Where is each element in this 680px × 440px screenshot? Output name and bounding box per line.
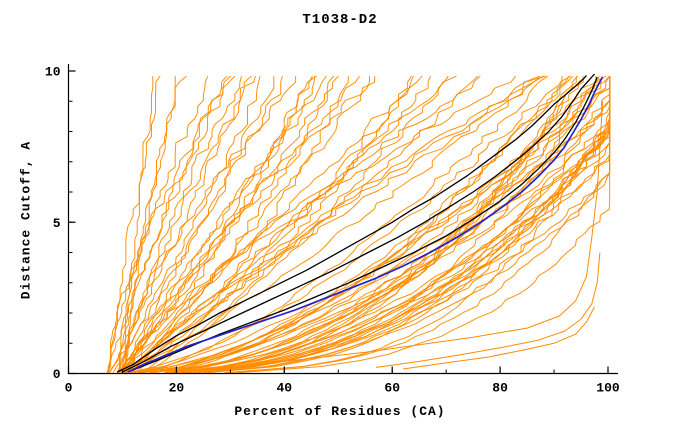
x-tick-label: 0 <box>65 381 73 396</box>
x-axis-label: Percent of Residues (CA) <box>234 404 446 419</box>
x-tick-label: 80 <box>492 381 508 396</box>
x-tick-label: 40 <box>276 381 292 396</box>
y-tick-label: 0 <box>53 367 61 382</box>
chart-title: T1038-D2 <box>302 12 378 28</box>
y-tick-label: 5 <box>53 216 61 231</box>
x-tick-label: 20 <box>169 381 185 396</box>
x-tick-label: 100 <box>596 381 620 396</box>
x-tick-label: 60 <box>384 381 400 396</box>
y-tick-label: 10 <box>45 65 61 80</box>
